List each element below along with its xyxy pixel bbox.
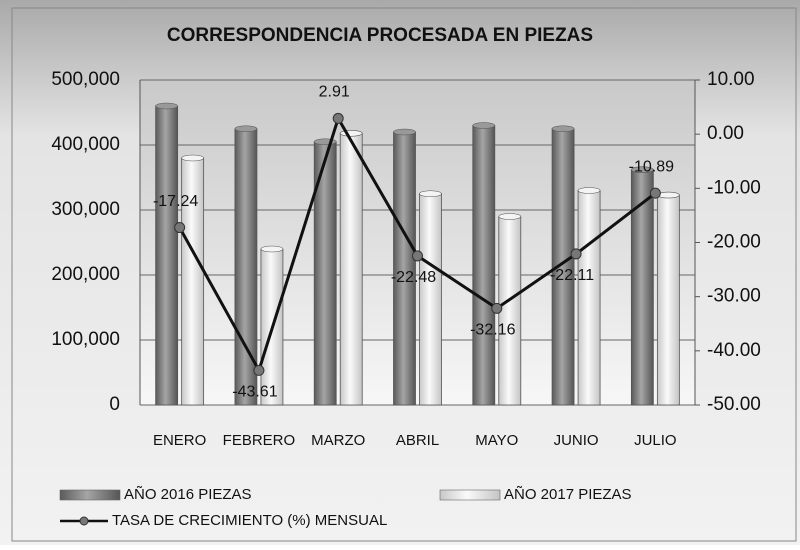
x-tick-label: ENERO [153,432,206,449]
data-label: 2.91 [319,84,350,101]
y-tick-label: 200,000 [51,264,120,285]
bar-top [181,154,204,162]
line-marker [412,250,423,262]
y2-tick-label: -10.00 [707,177,761,198]
y2-tick-label: 0.00 [707,123,744,144]
bar-top [234,125,258,133]
y-tick-label: 300,000 [51,199,120,220]
legend-label: AÑO 2016 PIEZAS [124,486,252,503]
data-label: -22.11 [550,267,594,284]
line-marker [332,112,344,124]
y-tick-label: 0 [109,394,120,415]
x-tick-label: JULIO [634,432,677,449]
chart-title: CORRESPONDENCIA PROCESADA EN PIEZAS [167,25,593,46]
bar-top [155,102,178,110]
data-label: -10.89 [629,158,674,175]
bar-top [419,190,442,198]
y2-tick-label: -20.00 [707,232,761,253]
bar [155,105,179,406]
legend-label: TASA DE CRECIMIENTO (%) MENSUAL [112,512,387,529]
y-tick-label: 400,000 [51,134,120,155]
line-marker [174,222,186,234]
bar [339,132,363,406]
y2-tick-label: -30.00 [707,286,761,307]
bar [498,216,522,406]
bar-top [472,122,496,129]
bar-top [393,128,416,136]
plot-area [140,80,695,405]
x-tick-label: JUNIO [554,432,599,449]
bar [656,194,680,406]
y2-tick-label: 10.00 [707,69,755,90]
y2-tick-label: -50.00 [707,394,761,415]
line-marker [253,364,265,376]
bar-top [339,130,363,137]
data-label: -22.48 [391,269,436,286]
x-tick-label: FEBRERO [223,432,296,449]
data-label: -17.24 [153,193,198,210]
line-marker [649,187,661,199]
legend-marker [79,516,89,526]
bar [419,193,442,406]
data-label: -32.16 [470,322,515,339]
y2-tick-label: -40.00 [707,340,761,361]
bar [472,125,496,406]
bar-top [631,166,654,173]
x-tick-label: MAYO [475,432,518,449]
y-tick-label: 100,000 [51,329,120,350]
data-label: -43.61 [232,384,277,401]
line-marker [491,302,503,314]
legend-swatch [59,489,121,501]
bar-top [498,213,522,220]
legend-label: AÑO 2017 PIEZAS [504,486,632,503]
line-marker [570,248,582,260]
x-tick-label: ABRIL [396,432,439,449]
legend-swatch [439,489,501,501]
frame [11,7,797,542]
y-tick-label: 500,000 [51,69,120,90]
bar-top [260,245,284,253]
x-tick-label: MARZO [311,432,365,449]
bar [577,190,601,406]
bar-top [551,125,575,133]
bar-top [577,187,601,194]
